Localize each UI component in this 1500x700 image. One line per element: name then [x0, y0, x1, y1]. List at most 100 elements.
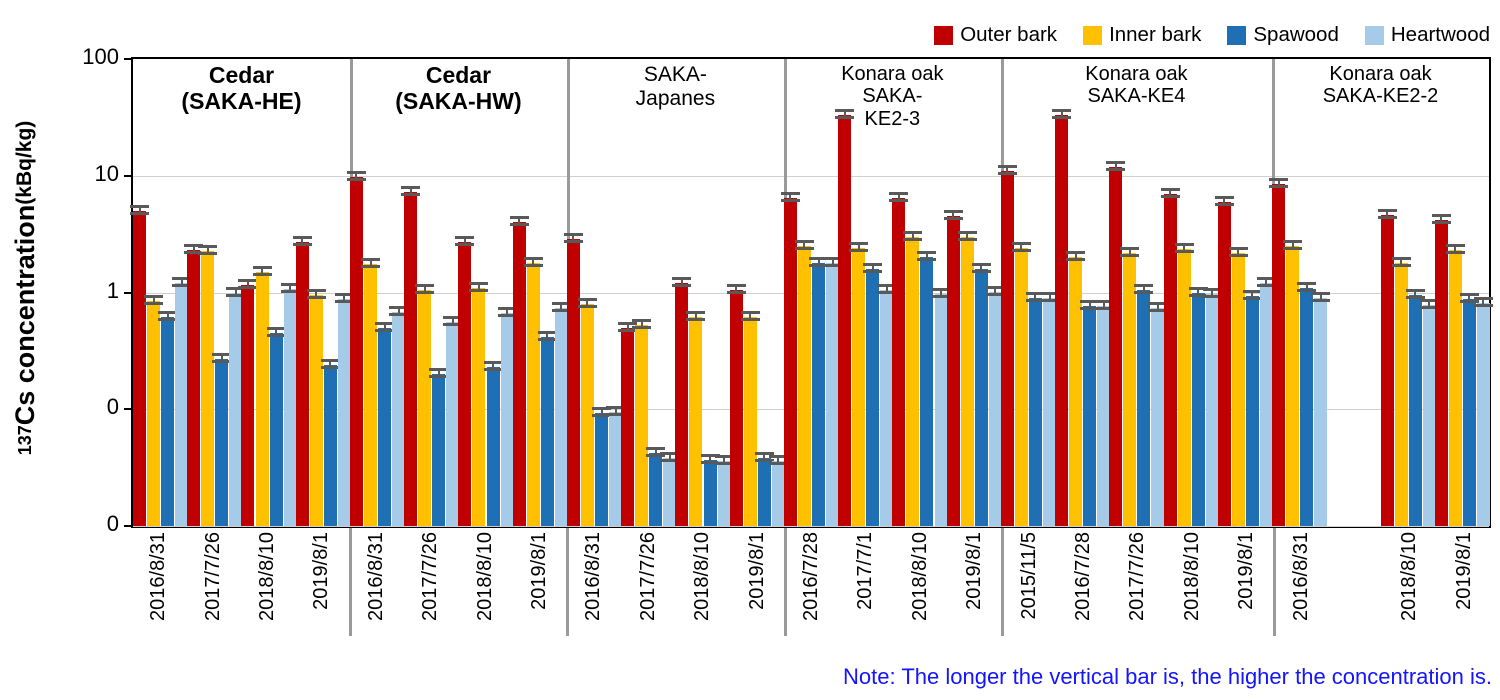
bar-rect	[1300, 287, 1314, 526]
bar-rect	[689, 316, 703, 526]
x-tick-label: 2019/8/1	[963, 532, 985, 615]
error-bar-stem	[246, 280, 249, 289]
bar-cluster	[563, 59, 626, 526]
bar-spawood	[863, 59, 883, 526]
bar-outer-bark	[889, 59, 909, 526]
bar-group	[1052, 59, 1114, 526]
x-label-cell: 2017/7/26	[621, 528, 675, 658]
bar-rect	[512, 222, 526, 526]
error-bar-stem	[192, 245, 195, 254]
error-bar-stem	[1400, 257, 1403, 266]
bar-rect	[703, 459, 717, 526]
error-bar-stem	[1088, 300, 1091, 309]
chart-panel-3: SAKA- Japanes	[563, 59, 788, 526]
error-bar-cap-lower	[1405, 296, 1425, 300]
error-bar-cap-lower	[1431, 220, 1451, 224]
bar-cluster	[1052, 59, 1114, 526]
bar-heartwood	[551, 59, 571, 526]
error-bar-cap-lower	[1419, 306, 1439, 310]
x-tick-label-text: 2016/7/28	[799, 532, 822, 621]
bar-heartwood	[714, 59, 734, 526]
error-bar-stem	[138, 205, 141, 214]
error-bar-cap-lower	[1459, 299, 1479, 303]
chart-plot-area: 100 10 1 0 0 Cedar (SAKA-HE) Cedar (SAKA-HW) SAKA…	[82, 46, 1493, 535]
chart-panel-4: Konara oak SAKA- KE2-3	[780, 59, 1005, 526]
error-bar-cap-lower	[158, 317, 178, 321]
error-bar-stem	[451, 316, 454, 325]
error-bar-stem	[506, 307, 509, 316]
legend-label: Outer bark	[960, 22, 1058, 46]
error-bar-cap-lower	[1391, 263, 1411, 267]
legend-item-outer-bark: Outer bark	[934, 22, 1058, 46]
x-tick-label: 2016/8/31	[582, 532, 604, 626]
bar-rect	[378, 327, 392, 526]
x-label-panel-6: 2016/8/31 2018/8/10 2019/8/1	[1273, 528, 1491, 658]
bar-rect	[892, 198, 906, 526]
x-tick-label-text: 2016/8/31	[364, 532, 387, 621]
bar-heartwood	[877, 59, 897, 526]
bar-rect	[349, 176, 363, 526]
bar-heartwood	[389, 59, 409, 526]
bar-rect	[1083, 305, 1097, 526]
legend-label: Heartwood	[1390, 22, 1490, 46]
bar-outer-bark	[1160, 59, 1180, 526]
error-bar-stem	[885, 285, 888, 294]
x-tick-label-text: 2018/8/10	[691, 532, 714, 621]
error-bar-stem	[369, 259, 372, 268]
error-bar-stem	[735, 285, 738, 294]
error-bar-stem	[1305, 282, 1308, 291]
bar-rect	[729, 290, 743, 526]
bar-rect	[663, 458, 677, 526]
legend-item-inner-bark: Inner bark	[1083, 24, 1201, 46]
bar-rect	[812, 262, 825, 526]
error-bar-cap-lower	[1473, 303, 1493, 307]
x-label-panel-separator	[1001, 528, 1005, 636]
error-bar-cap-lower	[997, 171, 1017, 175]
error-bar-cap-lower	[375, 328, 395, 332]
error-bar-cap-lower	[144, 301, 164, 305]
bar-heartwood	[497, 59, 517, 526]
error-bar-cap-lower	[1148, 309, 1168, 313]
error-bar-cap-lower	[1188, 293, 1208, 297]
bar-rect	[1380, 215, 1394, 526]
error-bar-stem	[586, 298, 589, 307]
error-bar-cap-lower	[1040, 298, 1060, 302]
bar-rect	[295, 242, 309, 526]
bar-rect	[1109, 166, 1123, 526]
x-tick-label: 2019/8/1	[1453, 532, 1475, 615]
bar-rect	[337, 298, 351, 526]
bar-outer-bark	[1431, 59, 1451, 526]
x-label-cell: 2018/8/10	[893, 528, 947, 658]
error-bar-stem	[1142, 285, 1145, 294]
y-tick-label: 0	[106, 394, 119, 420]
x-label-panel-1: 2016/8/31 2017/7/26 2018/8/10 2019/8/1	[131, 528, 349, 658]
x-label-cell: 2019/8/1	[729, 528, 783, 658]
bar-heartwood	[823, 59, 843, 526]
bar-inner-bark	[1391, 59, 1411, 526]
bar-spawood	[1080, 59, 1100, 526]
error-bar-cap-lower	[823, 263, 843, 267]
bar-outer-bark	[1269, 59, 1289, 526]
bar-rect	[229, 292, 243, 526]
bar-inner-bark	[957, 59, 977, 526]
error-bar-cap-lower	[1120, 253, 1140, 257]
bar-inner-bark	[740, 59, 760, 526]
error-bar-cap-lower	[714, 462, 734, 466]
bar-rect	[201, 251, 215, 526]
legend-swatch-outer-bark	[934, 25, 954, 45]
error-bar-stem	[1237, 247, 1240, 256]
bar-group	[1377, 59, 1439, 526]
y-tick-mark	[124, 291, 133, 294]
chart-legend: Outer bark Inner bark Spawood Heartwood	[910, 20, 1490, 50]
bar-rect	[187, 250, 201, 526]
error-bar-cap-lower	[660, 459, 680, 463]
error-bar-stem	[911, 231, 914, 240]
bar-inner-bark	[469, 59, 489, 526]
bar-cluster	[835, 59, 897, 526]
bar-cluster	[618, 59, 680, 526]
panel-bar-groups	[1269, 59, 1493, 526]
bar-inner-bark	[1066, 59, 1086, 526]
error-bar-cap-lower	[1214, 202, 1234, 206]
bar-group	[1431, 59, 1493, 526]
bar-rect	[241, 285, 255, 526]
